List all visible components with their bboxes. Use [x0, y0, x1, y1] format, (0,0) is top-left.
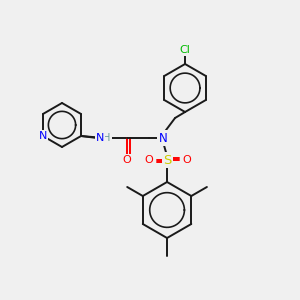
Text: O: O	[145, 155, 153, 165]
Text: N: N	[39, 131, 47, 141]
Text: S: S	[163, 154, 171, 166]
Text: H: H	[103, 133, 111, 143]
Text: O: O	[123, 155, 131, 165]
Text: Cl: Cl	[180, 45, 190, 55]
Text: N: N	[96, 133, 104, 143]
Text: O: O	[183, 155, 191, 165]
Text: N: N	[159, 131, 167, 145]
